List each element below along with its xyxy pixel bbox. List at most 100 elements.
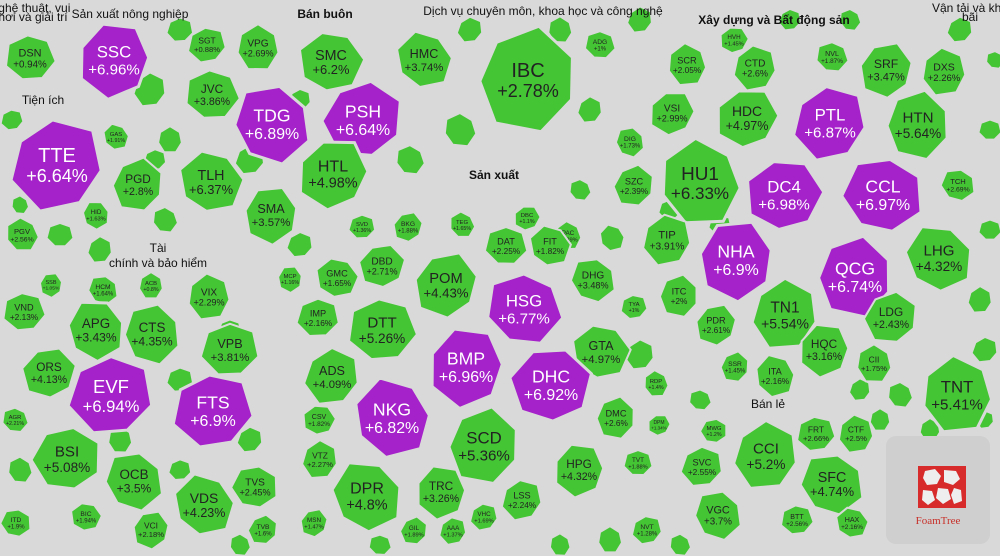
tile-bic[interactable]: BIC+1.94% [70, 502, 104, 532]
tile-tn1[interactable]: TN1+5.54% [750, 276, 818, 350]
tile-msn[interactable]: MSN+1.47% [299, 508, 329, 539]
tile-vix[interactable]: VIX+2.29% [187, 272, 231, 321]
tile-tnt[interactable]: TNT+5.41% [922, 353, 994, 434]
tile-ctf[interactable]: CTF+2.5% [837, 413, 875, 454]
tile-bkg[interactable]: BKG+1.88% [392, 211, 424, 243]
tile-vhc[interactable]: VHC+1.69% [468, 502, 499, 532]
tile-itd[interactable]: ITD+1.9% [0, 508, 32, 538]
tile-hdc[interactable]: HDC+4.97% [716, 89, 781, 150]
tile-nha[interactable]: NHA+6.9% [698, 220, 773, 304]
tile-dhc[interactable]: DHC+6.92% [508, 348, 594, 423]
tile-qcg[interactable]: QCG+6.74% [816, 234, 891, 319]
tile-trc[interactable]: TRC+3.26% [417, 465, 467, 521]
tile-dc4[interactable]: DC4+6.98% [746, 160, 826, 231]
tile-ors[interactable]: ORS+4.13% [21, 347, 77, 399]
tile-pdr[interactable]: PDR+2.61% [695, 303, 737, 347]
tile-hax[interactable]: HAX+2.16% [835, 506, 870, 539]
tile-vci[interactable]: VCI+2.18% [132, 510, 170, 551]
tile-pgv[interactable]: PGV+2.56% [6, 216, 40, 252]
tile-tlh[interactable]: TLH+6.37% [177, 149, 246, 213]
tile-mwg[interactable]: MWG+1.2% [698, 417, 728, 444]
tile-hcm[interactable]: HCM+1.64% [87, 275, 119, 306]
tile-srf[interactable]: SRF+3.47% [859, 42, 913, 99]
tile-dhg[interactable]: DHG+3.48% [569, 258, 616, 304]
tile-tte[interactable]: TTE+6.64% [9, 118, 103, 213]
tile-btt[interactable]: BTT+2.56% [779, 504, 815, 536]
tile-svd[interactable]: SVD+1.36% [347, 213, 377, 240]
tile-smc[interactable]: SMC+6.2% [297, 30, 367, 93]
tile-htn[interactable]: HTN+5.64% [885, 88, 949, 162]
tile-ads[interactable]: ADS+4.09% [302, 346, 359, 405]
tile-gmc[interactable]: GMC+1.65% [315, 257, 360, 298]
tile-gas[interactable]: GAS+1.91% [102, 122, 130, 151]
tile-ssr[interactable]: SSR+1.45% [719, 350, 750, 383]
tile-hsg[interactable]: HSG+6.77% [486, 272, 565, 345]
tile-agr[interactable]: AGR+2.21% [1, 406, 30, 434]
tile-jvc[interactable]: JVC+3.86% [185, 69, 241, 119]
tile-hvh[interactable]: HVH+1.45% [719, 26, 750, 55]
tile-tvs[interactable]: TVS+2.45% [229, 465, 278, 509]
tile-sma[interactable]: SMA+3.57% [244, 186, 298, 246]
tile-tvt[interactable]: TVT+1.88% [622, 449, 654, 477]
tile-dbc[interactable]: DBC+1.1% [513, 205, 542, 232]
tile-dat[interactable]: DAT+2.25% [483, 225, 529, 265]
tile-gil[interactable]: GIL+1.89% [398, 515, 428, 546]
tile-tvb[interactable]: TVB+1.6% [246, 513, 278, 545]
tile-nkg[interactable]: NKG+6.82% [354, 376, 432, 460]
tile-mcp[interactable]: MCP+1.16% [277, 265, 303, 295]
tile-acb[interactable]: ACB+0.8% [137, 270, 164, 300]
tile-dig[interactable]: DIG+1.73% [614, 126, 645, 159]
tile-vds[interactable]: VDS+4.23% [172, 472, 237, 537]
tile-ocb[interactable]: OCB+3.5% [103, 451, 165, 513]
tile-hpg[interactable]: HPG+4.32% [555, 443, 605, 499]
tile-fit[interactable]: FIT+1.82% [528, 224, 573, 267]
tile-nvt[interactable]: NVT+1.28% [630, 515, 663, 546]
tile-tdg[interactable]: TDG+6.89% [233, 84, 311, 166]
tile-dpr[interactable]: DPR+4.8% [330, 461, 402, 534]
tile-dmc[interactable]: DMC+2.6% [595, 395, 635, 440]
tile-nvl[interactable]: NVL+1.87% [815, 41, 850, 73]
tile-lhg[interactable]: LHG+4.32% [903, 225, 973, 293]
tile-dxs[interactable]: DXS+2.26% [921, 46, 967, 97]
tile-vgc[interactable]: VGC+3.7% [694, 490, 742, 542]
tile-bmp[interactable]: BMP+6.96% [430, 327, 504, 411]
tile-fts[interactable]: FTS+6.9% [171, 373, 255, 449]
tile-ctd[interactable]: CTD+2.6% [732, 44, 777, 92]
tile-vnd[interactable]: VND+2.13% [2, 292, 47, 332]
tile-ssc[interactable]: SSC+6.96% [79, 22, 151, 102]
tile-hqc[interactable]: HQC+3.16% [800, 323, 850, 379]
tile-vtz[interactable]: VTZ+2.27% [301, 438, 338, 480]
tile-cts[interactable]: CTS+4.35% [122, 302, 181, 367]
tile-svc[interactable]: SVC+2.55% [679, 445, 723, 487]
tile-tip[interactable]: TIP+3.91% [642, 213, 692, 267]
tile-csv[interactable]: CSV+1.82% [302, 404, 338, 436]
tile-sgt[interactable]: SGT+0.88% [186, 26, 227, 64]
tile-dsn[interactable]: DSN+0.94% [4, 34, 57, 81]
tile-teg[interactable]: TEG+1.65% [449, 210, 477, 238]
tile-ptl[interactable]: PTL+6.87% [791, 84, 867, 162]
tile-vpb[interactable]: VPB+3.81% [199, 322, 260, 376]
tile-scr[interactable]: SCR+2.05% [667, 41, 708, 87]
tile-vpg[interactable]: VPG+2.69% [236, 22, 280, 71]
tile-ssb[interactable]: SSB+1.05% [38, 272, 64, 300]
tile-cci[interactable]: CCI+5.2% [731, 418, 798, 490]
tile-ccl[interactable]: CCL+6.97% [839, 157, 923, 233]
tile-cii[interactable]: CII+1.75% [856, 343, 893, 383]
tile-dpm[interactable]: DPM+1.34% [647, 414, 672, 437]
tile-szc[interactable]: SZC+2.39% [612, 163, 654, 207]
tile-hmc[interactable]: HMC+3.74% [396, 30, 453, 89]
tile-pgd[interactable]: PGD+2.8% [111, 156, 163, 212]
tile-pom[interactable]: POM+4.43% [413, 251, 479, 320]
tile-bsi[interactable]: BSI+5.08% [29, 425, 101, 491]
tile-sfc[interactable]: SFC+4.74% [798, 453, 865, 517]
tile-dtt[interactable]: DTT+5.26% [346, 297, 420, 362]
tile-apg[interactable]: APG+3.43% [66, 300, 125, 364]
tile-ita[interactable]: ITA+2.16% [755, 353, 796, 399]
tile-lss[interactable]: LSS+2.24% [500, 479, 543, 522]
tile-ibc[interactable]: IBC+2.78% [478, 24, 574, 134]
tile-dbd[interactable]: DBD+2.71% [357, 243, 407, 289]
tile-hu1[interactable]: HU1+6.33% [661, 136, 742, 225]
tile-tch[interactable]: TCH+2.69% [939, 168, 976, 203]
tile-hid[interactable]: HID+1.63% [81, 200, 110, 231]
tile-aaa[interactable]: AAA+1.37% [438, 516, 468, 546]
